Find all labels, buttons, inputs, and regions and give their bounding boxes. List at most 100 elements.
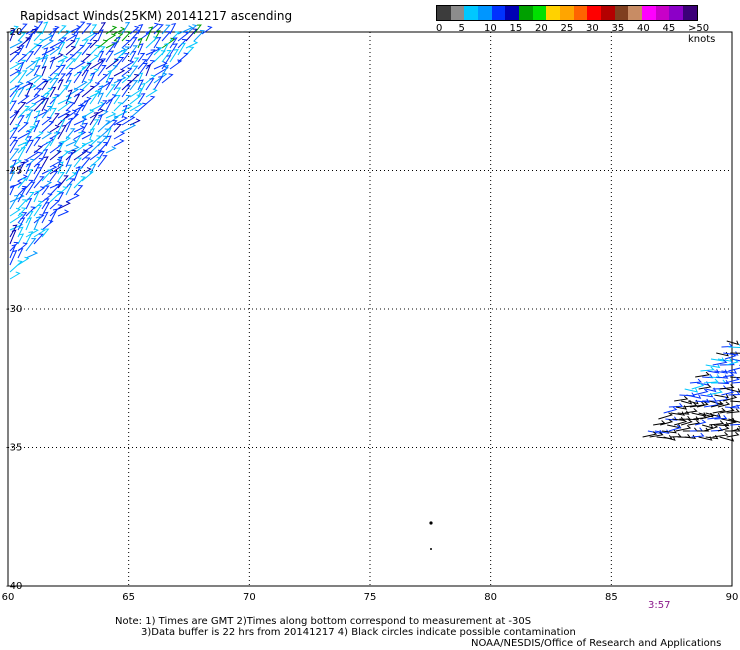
wind-barb	[677, 410, 690, 415]
wind-barb	[9, 222, 24, 231]
wind-barb	[129, 109, 140, 119]
wind-barb	[81, 96, 92, 105]
colorbar-label: 30	[586, 23, 599, 34]
wind-barb	[65, 72, 73, 84]
wind-barb	[105, 146, 117, 154]
wind-barb	[689, 378, 702, 384]
wind-barb	[25, 135, 33, 147]
wind-barb	[81, 114, 87, 126]
wind-barb	[49, 171, 59, 182]
wind-barb	[73, 93, 81, 105]
wind-barb	[41, 39, 55, 49]
wind-barb	[9, 81, 24, 91]
wind-barb	[57, 64, 66, 77]
wind-barb	[731, 381, 740, 384]
wind-barb	[65, 117, 73, 133]
wind-barb	[654, 429, 670, 434]
wind-barb	[717, 357, 733, 362]
wind-barb	[137, 62, 149, 77]
wind-barb	[73, 21, 86, 35]
lon-tick-label: 70	[243, 592, 256, 603]
wind-barb	[25, 125, 35, 140]
wind-barb	[73, 131, 84, 147]
wind-barb	[113, 68, 126, 77]
wind-barb	[89, 156, 102, 168]
wind-barb	[25, 51, 35, 63]
wind-barb	[161, 37, 176, 49]
wind-barb	[663, 406, 678, 414]
wind-barb	[17, 94, 30, 105]
colorbar-label: 40	[637, 23, 650, 34]
colorbar-label: 45	[662, 23, 676, 34]
wind-barb	[129, 65, 139, 77]
wind-barb	[113, 50, 127, 63]
wind-barb	[723, 394, 738, 402]
wind-barb	[121, 123, 137, 133]
wind-barb	[65, 45, 77, 56]
wind-barb	[33, 45, 43, 56]
wind-barb	[89, 112, 99, 126]
wind-barb	[33, 21, 44, 35]
wind-barb	[724, 376, 740, 384]
wind-barb	[41, 33, 54, 42]
wind-barb	[25, 217, 32, 231]
wind-barb	[700, 412, 715, 420]
wind-barb	[57, 171, 65, 182]
wind-barb	[33, 216, 41, 231]
wind-barb	[719, 384, 735, 390]
wind-barb	[25, 93, 41, 105]
wind-barb	[97, 120, 111, 133]
colorbar-swatch	[669, 6, 684, 20]
wind-barb	[714, 369, 729, 374]
wind-barb	[65, 193, 80, 203]
colorbar-label: 35	[611, 23, 625, 34]
wind-barb	[161, 73, 174, 84]
wind-barb	[105, 127, 112, 140]
wind-barb	[719, 407, 735, 414]
wind-barb	[113, 109, 128, 119]
wind-barb	[41, 219, 54, 231]
wind-barb	[137, 52, 146, 63]
wind-barb	[65, 113, 80, 126]
wind-barb	[57, 85, 69, 98]
wind-barb	[105, 50, 115, 63]
wind-barb	[17, 32, 27, 42]
wind-barb	[89, 135, 102, 147]
wind-barb	[41, 80, 49, 91]
wind-barb	[81, 42, 93, 56]
wind-barb	[49, 204, 63, 217]
wind-barb	[9, 194, 20, 210]
colorbar-label: 20	[535, 23, 548, 34]
wind-barb	[698, 436, 713, 441]
wind-barb	[660, 419, 674, 426]
wind-barb	[193, 29, 205, 42]
wind-barb	[33, 145, 43, 154]
wind-barb	[41, 228, 50, 238]
wind-barb	[723, 372, 735, 378]
wind-barb	[25, 179, 34, 189]
wind-barb	[9, 229, 17, 245]
wind-barb	[17, 178, 27, 189]
colorbar-label: 25	[560, 23, 574, 34]
wind-barb	[702, 397, 718, 402]
wind-barb	[145, 59, 156, 70]
wind-barb	[89, 163, 97, 175]
colorbar-swatch	[546, 6, 561, 20]
wind-barb	[81, 39, 89, 49]
colorbar-swatch	[614, 6, 629, 20]
colorbar-swatch	[478, 6, 492, 20]
wind-barb	[113, 32, 124, 42]
wind-barb	[113, 94, 121, 105]
wind-barb	[89, 44, 101, 56]
wind-barb	[17, 23, 28, 35]
wind-barb	[145, 49, 156, 63]
wind-barb	[17, 174, 29, 182]
colorbar-swatch	[587, 6, 602, 20]
wind-barb	[49, 180, 63, 189]
wind-barb	[700, 392, 714, 398]
wind-barb	[49, 94, 60, 105]
wind-barb	[121, 79, 133, 91]
wind-barb	[81, 62, 92, 77]
wind-barb	[49, 39, 64, 49]
